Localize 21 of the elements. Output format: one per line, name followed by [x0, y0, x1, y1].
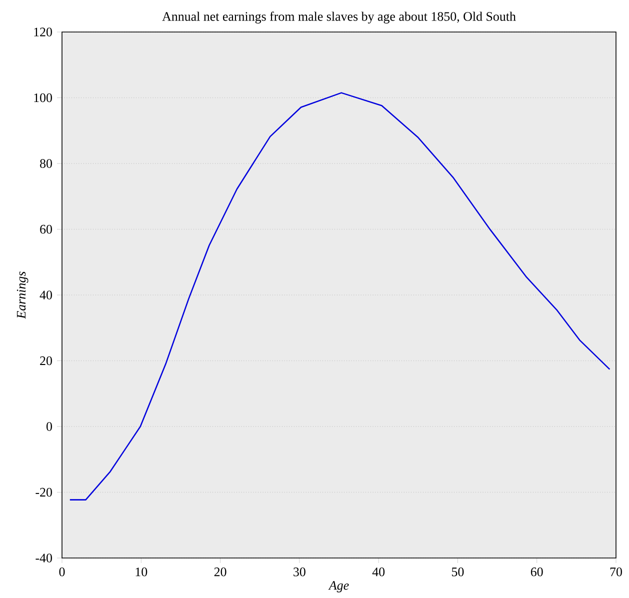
- y-axis-title: Earnings: [16, 272, 28, 319]
- x-tick-label: 40: [372, 568, 385, 576]
- x-tick-label: 60: [530, 568, 543, 576]
- y-tick-label: 60: [40, 224, 52, 234]
- y-tick-label: 0: [46, 422, 52, 431]
- y-tick-label: -40: [36, 554, 52, 562]
- x-tick-label: 10: [136, 568, 148, 576]
- y-tick-label: 120: [34, 28, 52, 36]
- y-tick-label: 80: [40, 159, 52, 168]
- line-series: [69, 92, 610, 500]
- x-tick-label: 70: [610, 568, 622, 576]
- x-tick-label: 20: [214, 568, 226, 576]
- y-tick-label: 40: [40, 290, 52, 300]
- x-tick-label: 30: [294, 568, 306, 576]
- x-axis-title: Age: [328, 581, 349, 592]
- x-tick-label: 0: [59, 568, 65, 576]
- y-tick-label: 20: [40, 356, 52, 366]
- x-tick-label: 50: [452, 568, 464, 576]
- y-tick-label: -20: [36, 488, 52, 497]
- y-tick-label: 100: [34, 93, 52, 102]
- chart-title: Annual net earnings from male slaves by age about 1850, Old South: [162, 12, 516, 24]
